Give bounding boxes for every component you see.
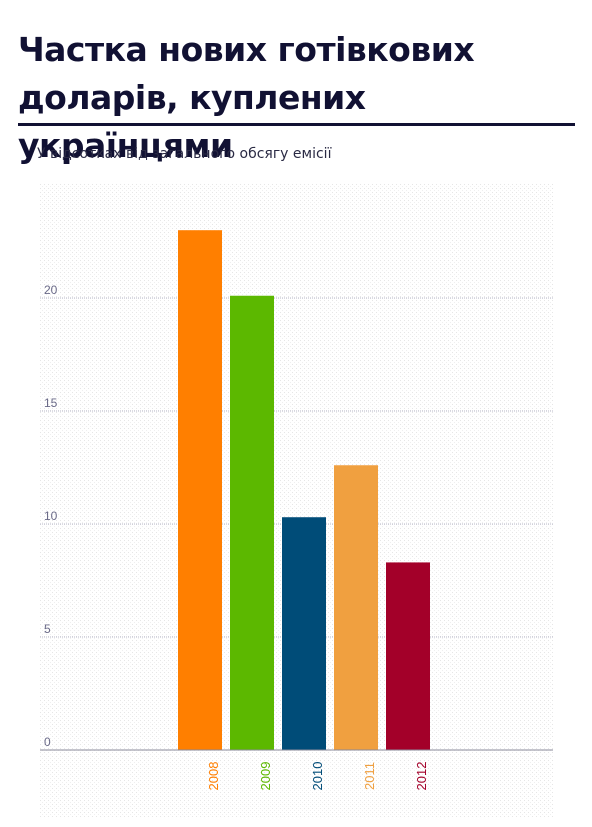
title-underline xyxy=(18,123,575,126)
bar-2012 xyxy=(386,562,430,750)
bar-2010 xyxy=(282,517,326,750)
y-tick-labels: 0 5 10 15 20 xyxy=(44,283,58,749)
y-tick-label: 15 xyxy=(44,396,58,410)
y-tick-label: 10 xyxy=(44,509,58,523)
x-tick-label: 2011 xyxy=(362,762,377,790)
x-tick-labels: 2008 2009 2010 2011 2012 xyxy=(206,762,429,791)
x-tick-label: 2010 xyxy=(310,762,325,791)
bar-2008 xyxy=(178,230,222,750)
bar-2009 xyxy=(230,295,274,750)
x-tick-label: 2008 xyxy=(206,762,221,791)
y-tick-label: 20 xyxy=(44,283,58,297)
chart-title: Частка нових готівкових доларів, куплени… xyxy=(18,30,475,165)
bars xyxy=(178,230,430,750)
y-tick-label: 5 xyxy=(44,622,51,636)
y-tick-label: 0 xyxy=(44,735,51,749)
x-tick-label: 2009 xyxy=(258,762,273,791)
x-tick-label: 2012 xyxy=(414,762,429,791)
bar-2011 xyxy=(334,465,378,750)
chart-subtitle: У відсотках від загального обсягу емісії xyxy=(37,146,332,162)
